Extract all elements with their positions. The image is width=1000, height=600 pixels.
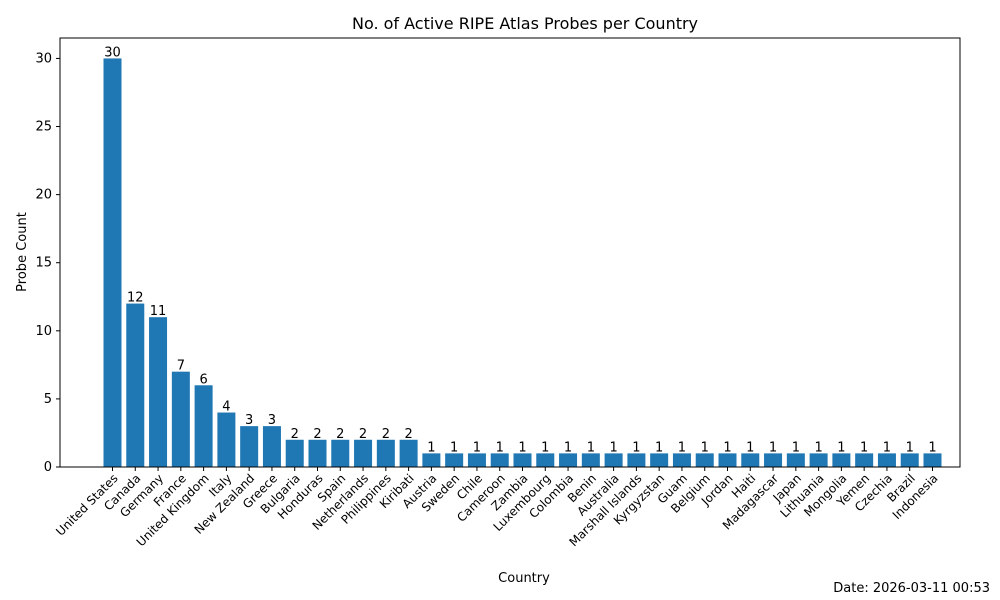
bar — [581, 453, 600, 467]
bar-value-label: 1 — [564, 440, 572, 455]
bar — [650, 453, 669, 467]
bar — [832, 453, 851, 467]
bar-value-label: 1 — [906, 440, 914, 455]
bar-value-label: 4 — [222, 400, 230, 415]
bar — [262, 426, 281, 467]
bar-value-label: 1 — [609, 440, 617, 455]
y-tick-label: 15 — [35, 256, 52, 271]
x-axis-label: Country — [498, 571, 550, 586]
bar — [855, 453, 874, 467]
bar — [467, 453, 486, 467]
bar-value-label: 1 — [928, 440, 936, 455]
bar — [354, 439, 373, 467]
bar — [559, 453, 578, 467]
bar — [149, 317, 168, 467]
plot-frame — [59, 37, 961, 468]
bar — [194, 385, 213, 467]
bar-value-label: 2 — [336, 427, 344, 442]
bar-value-label: 1 — [701, 440, 709, 455]
bar-value-label: 2 — [382, 427, 390, 442]
bar — [285, 439, 304, 467]
bar-value-label: 2 — [404, 427, 412, 442]
bar — [695, 453, 714, 467]
date-stamp: Date: 2026-03-11 00:53 — [833, 581, 990, 596]
bar — [809, 453, 828, 467]
bar-value-label: 30 — [104, 45, 121, 60]
y-tick-label: 20 — [35, 188, 52, 203]
bar — [490, 453, 509, 467]
bar — [376, 439, 395, 467]
y-tick-label: 30 — [35, 51, 52, 66]
bar-value-label: 1 — [883, 440, 891, 455]
bar — [923, 453, 942, 467]
bar — [627, 453, 646, 467]
bar — [445, 453, 464, 467]
bar-value-label: 1 — [837, 440, 845, 455]
bar-value-label: 1 — [769, 440, 777, 455]
bar-value-label: 1 — [587, 440, 595, 455]
bar — [171, 371, 190, 467]
y-tick-label: 0 — [44, 460, 52, 475]
bar-value-label: 2 — [291, 427, 299, 442]
bar — [718, 453, 737, 467]
bar-value-label: 3 — [245, 413, 253, 428]
bar-value-label: 1 — [678, 440, 686, 455]
bar-value-label: 6 — [199, 372, 207, 387]
bar-value-label: 1 — [450, 440, 458, 455]
bar — [240, 426, 259, 467]
bar-value-label: 7 — [177, 359, 185, 374]
bar — [126, 303, 145, 467]
bar-value-label: 3 — [268, 413, 276, 428]
bar-value-label: 2 — [359, 427, 367, 442]
bar-value-label: 1 — [473, 440, 481, 455]
bar-value-label: 1 — [860, 440, 868, 455]
bar — [604, 453, 623, 467]
bar-value-label: 1 — [723, 440, 731, 455]
chart-title: No. of Active RIPE Atlas Probes per Coun… — [352, 14, 698, 33]
bar — [536, 453, 555, 467]
bar — [399, 439, 418, 467]
bar-value-label: 1 — [655, 440, 663, 455]
bar — [764, 453, 783, 467]
y-axis-label: Probe Count — [15, 212, 30, 292]
bar — [877, 453, 896, 467]
bar-value-label: 11 — [150, 304, 167, 319]
bar-value-label: 12 — [127, 291, 144, 306]
bar-value-label: 2 — [313, 427, 321, 442]
bar — [786, 453, 805, 467]
bar — [331, 439, 350, 467]
bar — [308, 439, 327, 467]
bar — [900, 453, 919, 467]
bar — [217, 412, 236, 467]
bar-value-label: 1 — [632, 440, 640, 455]
y-tick-label: 25 — [35, 120, 52, 135]
bar — [103, 58, 122, 468]
bar — [513, 453, 532, 467]
bar — [422, 453, 441, 467]
bar-value-label: 1 — [541, 440, 549, 455]
bar-value-label: 1 — [427, 440, 435, 455]
bar-value-label: 1 — [746, 440, 754, 455]
bar-value-label: 1 — [814, 440, 822, 455]
bar-value-label: 1 — [792, 440, 800, 455]
bar-value-label: 1 — [518, 440, 526, 455]
y-tick-label: 5 — [44, 392, 52, 407]
y-tick-label: 10 — [35, 324, 52, 339]
bar-value-label: 1 — [496, 440, 504, 455]
bar — [672, 453, 691, 467]
bar — [741, 453, 760, 467]
